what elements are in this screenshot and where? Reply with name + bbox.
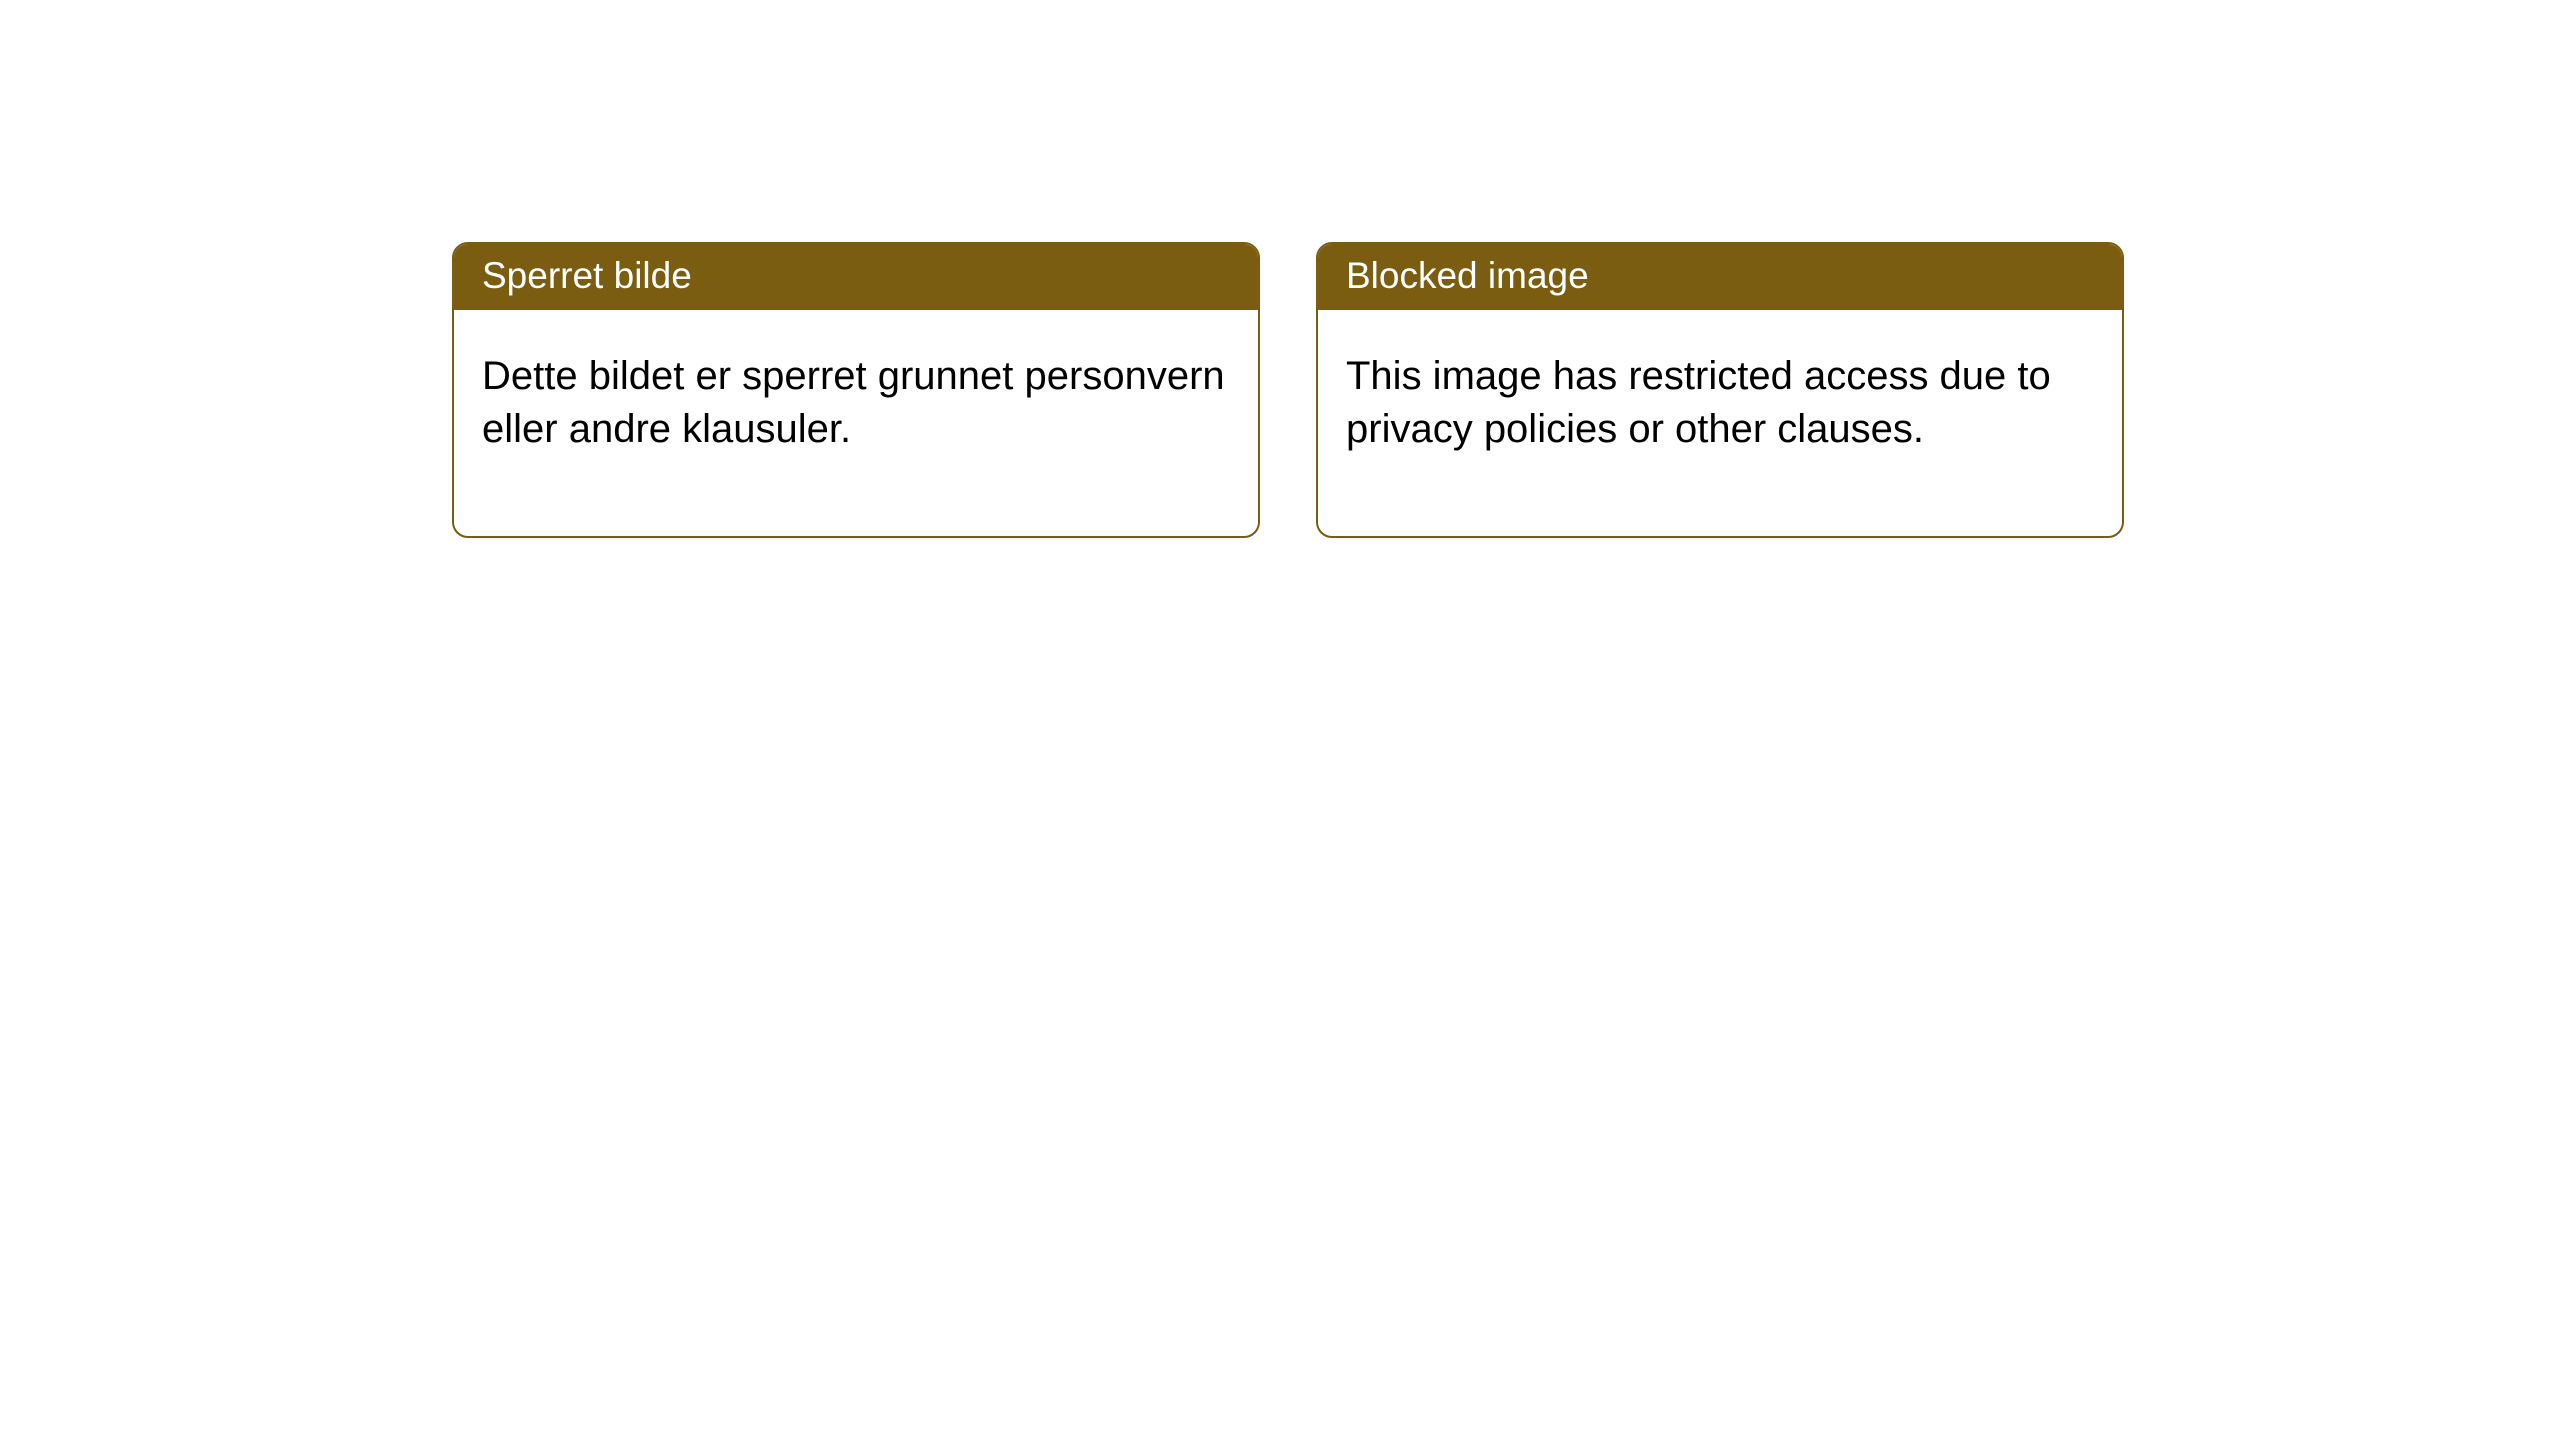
notice-card-english: Blocked image This image has restricted … (1316, 242, 2124, 538)
notice-card-norwegian: Sperret bilde Dette bildet er sperret gr… (452, 242, 1260, 538)
notice-header: Blocked image (1318, 244, 2122, 310)
notice-body: Dette bildet er sperret grunnet personve… (454, 310, 1258, 536)
notice-container: Sperret bilde Dette bildet er sperret gr… (0, 0, 2560, 538)
notice-body: This image has restricted access due to … (1318, 310, 2122, 536)
notice-header: Sperret bilde (454, 244, 1258, 310)
